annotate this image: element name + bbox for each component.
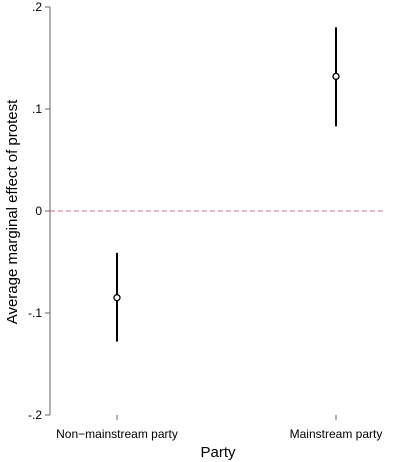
x-axis-title: Party	[200, 444, 236, 461]
plot-marks	[113, 27, 340, 342]
y-tick-label: -.2	[28, 408, 42, 422]
y-tick-label: .1	[32, 102, 42, 116]
x-tick-label: Mainstream party	[290, 427, 383, 441]
y-tick-label: -.1	[28, 306, 42, 320]
x-ticks: Non−mainstream party Mainstream party	[56, 415, 382, 441]
point-estimate	[113, 294, 121, 302]
y-tick-label: .2	[32, 0, 42, 14]
x-tick-label: Non−mainstream party	[56, 427, 178, 441]
y-axis-title: Average marginal effect of protest	[4, 99, 21, 324]
y-ticks: -.2 -.1 0 .1 .2	[28, 0, 50, 422]
y-tick-label: 0	[35, 204, 42, 218]
point-estimate	[332, 72, 340, 81]
